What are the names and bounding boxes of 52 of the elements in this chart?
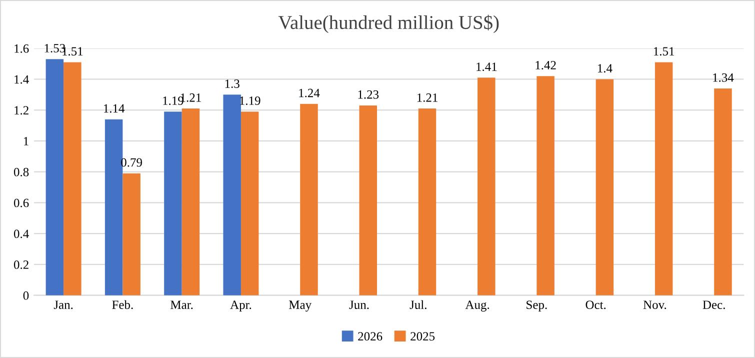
data-label: 1.42 (536, 61, 556, 70)
x-tick-label: Dec. (702, 300, 725, 310)
bar (596, 79, 614, 296)
bar (536, 76, 554, 296)
data-label: 1.19 (163, 96, 184, 105)
x-tick-label: Nov. (643, 300, 666, 310)
bar (714, 88, 732, 296)
data-label: 1.34 (713, 73, 734, 82)
data-label: 1.51 (654, 47, 674, 56)
data-label: 1.4 (598, 64, 612, 73)
legend-label: 2026 (358, 332, 382, 341)
bar (164, 112, 182, 296)
bar (104, 119, 123, 296)
data-label: 1.3 (225, 80, 240, 88)
data-label: 1.41 (476, 62, 497, 72)
x-tick-label: Mar. (170, 300, 193, 310)
chart-title: Value(hundred million US$) (278, 14, 499, 34)
bar (182, 108, 200, 296)
legend-label: 2025 (410, 332, 435, 341)
x-tick-label: Jan. (54, 300, 73, 310)
y-tick-label: 0.6 (14, 198, 29, 208)
y-tick-label: 1.2 (14, 106, 28, 115)
x-tick-label: Jul. (410, 300, 426, 310)
bar (418, 108, 436, 296)
bar (478, 78, 496, 296)
bar (654, 62, 673, 296)
y-tick-label: 1.4 (14, 75, 29, 84)
y-tick-label: 0.2 (14, 260, 28, 269)
y-tick-label: 0 (23, 291, 29, 300)
x-tick-label: Feb. (112, 300, 133, 310)
bar (300, 104, 318, 296)
data-label: 1.21 (180, 93, 201, 102)
y-tick-label: 1 (24, 137, 28, 146)
bar (240, 112, 259, 296)
x-tick-label: May (289, 300, 312, 312)
bar (122, 173, 140, 296)
x-tick-label: Jun. (349, 300, 369, 310)
data-label: 1.21 (417, 93, 438, 102)
x-tick-label: Apr. (230, 300, 252, 312)
data-label: 1.23 (358, 90, 379, 99)
y-tick-label: 1.6 (14, 44, 29, 53)
y-tick-label: 0.8 (14, 168, 29, 176)
y-tick-label: 0.4 (14, 230, 29, 238)
x-tick-label: Aug. (465, 300, 490, 312)
data-label: 1.14 (104, 104, 125, 113)
bar (46, 59, 64, 296)
bar (223, 94, 241, 296)
bar (64, 62, 82, 296)
x-tick-label: Oct. (586, 300, 606, 310)
x-tick-label: Sep. (526, 300, 547, 312)
data-label: 1.24 (299, 88, 320, 98)
bar (359, 105, 377, 296)
